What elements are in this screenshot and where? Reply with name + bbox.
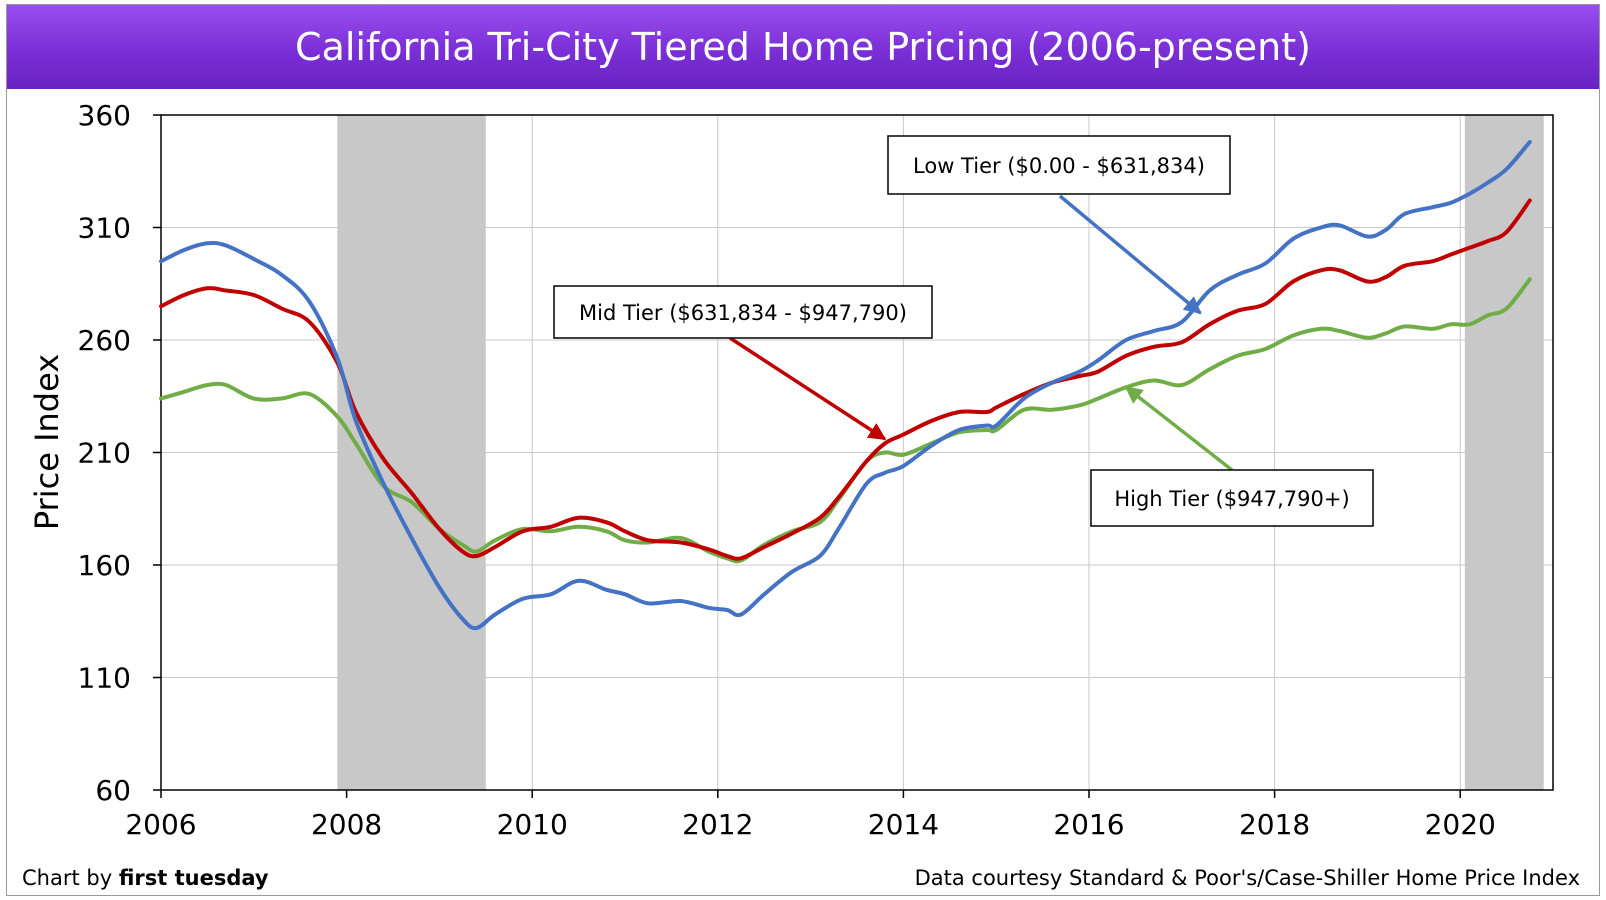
callout-box-1 bbox=[553, 285, 933, 339]
credit-prefix: Chart by bbox=[22, 866, 119, 890]
callout-box-2 bbox=[1090, 469, 1374, 527]
chart-frame: California Tri-City Tiered Home Pricing … bbox=[6, 4, 1600, 896]
x-tick-label-2020: 2020 bbox=[1425, 808, 1496, 841]
y-tick-label-110: 110 bbox=[78, 662, 131, 695]
x-tick-label-2010: 2010 bbox=[497, 808, 568, 841]
x-tick-label-2008: 2008 bbox=[311, 808, 382, 841]
chart-credit: Chart by first tuesday bbox=[22, 866, 269, 890]
y-tick-label-360: 360 bbox=[78, 99, 131, 132]
callout-label-2: High Tier ($947,790+) bbox=[1114, 487, 1349, 511]
callouts: Low Tier ($0.00 - $631,834) Mid Tier ($63… bbox=[553, 135, 1374, 527]
axes: 60 110 160 210 260 310 360 2006 2008 2010 2012 2014… bbox=[78, 99, 1554, 841]
data-source: Data courtesy Standard & Poor's/Case-Shi… bbox=[914, 866, 1580, 890]
series-line-0 bbox=[159, 140, 1532, 631]
y-tick-label-210: 210 bbox=[78, 437, 131, 470]
callout-arrow-1 bbox=[729, 336, 887, 441]
y-tick-label-60: 60 bbox=[95, 774, 131, 807]
x-tick-label-2018: 2018 bbox=[1239, 808, 1310, 841]
callout-arrow-0 bbox=[1058, 194, 1202, 315]
series-line-1 bbox=[159, 198, 1532, 561]
credit-brand: first tuesday bbox=[118, 866, 269, 890]
x-tick-label-2016: 2016 bbox=[1053, 808, 1124, 841]
title-bar: California Tri-City Tiered Home Pricing … bbox=[7, 5, 1599, 89]
y-tick-label-160: 160 bbox=[78, 549, 131, 582]
x-tick-label-2012: 2012 bbox=[682, 808, 753, 841]
callout-label-1: Mid Tier ($631,834 - $947,790) bbox=[579, 301, 907, 325]
y-tick-label-260: 260 bbox=[78, 324, 131, 357]
x-tick-label-2006: 2006 bbox=[125, 808, 196, 841]
series-lines bbox=[159, 140, 1532, 631]
callout-arrow-2 bbox=[1124, 385, 1234, 472]
callout-box-0 bbox=[887, 135, 1231, 195]
y-tick-label-310: 310 bbox=[78, 212, 131, 245]
gridlines bbox=[161, 115, 1553, 790]
chart-title: California Tri-City Tiered Home Pricing … bbox=[295, 25, 1311, 69]
y-axis-label: Price Index bbox=[28, 354, 66, 530]
x-tick-label-2014: 2014 bbox=[868, 808, 939, 841]
callout-label-0: Low Tier ($0.00 - $631,834) bbox=[913, 154, 1205, 178]
